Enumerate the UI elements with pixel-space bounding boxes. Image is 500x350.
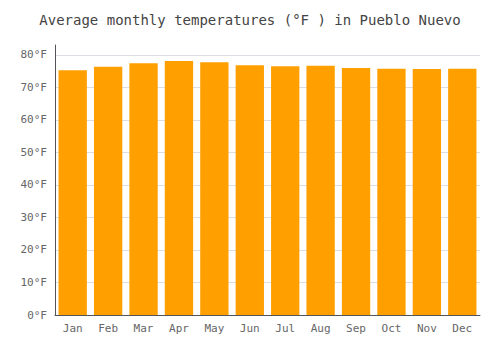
svg-text:Mar: Mar xyxy=(134,322,154,335)
svg-text:0°F: 0°F xyxy=(27,309,47,322)
svg-text:20°F: 20°F xyxy=(21,243,48,256)
svg-text:Apr: Apr xyxy=(169,322,189,335)
svg-text:60°F: 60°F xyxy=(21,113,48,126)
svg-text:Feb: Feb xyxy=(98,322,118,335)
svg-text:Oct: Oct xyxy=(382,322,402,335)
svg-text:70°F: 70°F xyxy=(21,81,48,94)
svg-text:30°F: 30°F xyxy=(21,211,48,224)
svg-text:40°F: 40°F xyxy=(21,178,48,191)
svg-text:Dec: Dec xyxy=(452,322,472,335)
svg-text:May: May xyxy=(204,322,224,335)
svg-text:Jul: Jul xyxy=(275,322,295,335)
svg-text:Aug: Aug xyxy=(311,322,331,335)
svg-text:10°F: 10°F xyxy=(21,276,48,289)
svg-text:Nov: Nov xyxy=(417,322,437,335)
svg-text:Average monthly temperatures (: Average monthly temperatures (°F ) in Pu… xyxy=(39,12,460,28)
svg-text:50°F: 50°F xyxy=(21,146,48,159)
svg-text:Jan: Jan xyxy=(63,322,83,335)
svg-text:Jun: Jun xyxy=(240,322,260,335)
svg-text:80°F: 80°F xyxy=(21,48,48,61)
svg-text:Sep: Sep xyxy=(346,322,366,335)
